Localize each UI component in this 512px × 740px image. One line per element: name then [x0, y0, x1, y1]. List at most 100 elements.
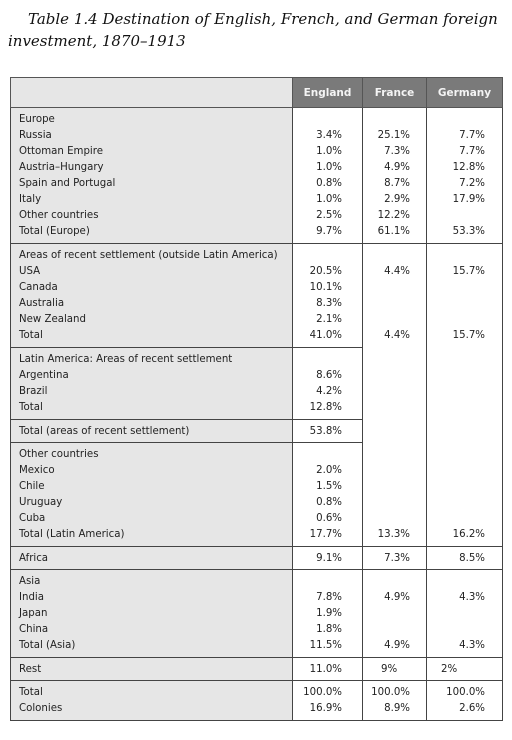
cell-england: 2.5%	[316, 210, 342, 221]
cell-france	[363, 495, 410, 511]
row-label: Spain and Portugal	[19, 178, 116, 189]
cell-germany: 15.7%	[452, 330, 485, 341]
cell-germany: 53.3%	[452, 226, 485, 237]
cell-germany	[427, 280, 485, 296]
cell-germany: 100.0%	[446, 687, 485, 698]
cell-france: 4.4%	[384, 266, 410, 277]
latam-other-labels: Other countries Mexico Chile Uruguay Cub…	[10, 442, 293, 547]
cell-england: 17.7%	[309, 529, 342, 540]
row-label: Canada	[19, 282, 58, 293]
cell-germany	[427, 312, 485, 328]
cell-germany	[427, 606, 485, 622]
row-label: Chile	[19, 481, 45, 492]
cell-england: 1.0%	[316, 162, 342, 173]
cell-germany: 15.7%	[452, 266, 485, 277]
cell-france: 7.3%	[384, 146, 410, 157]
cell-france: 4.9%	[384, 640, 410, 651]
cell-france	[363, 463, 410, 479]
latam-other-england: 2.0% 1.5% 0.8% 0.6% 17.7%	[292, 442, 363, 547]
row-rest: Rest 11.0% 9% 2%	[10, 657, 503, 681]
cell-france: 100.0%	[371, 687, 410, 698]
cell-england: 11.5%	[309, 640, 342, 651]
settlement-labels: Areas of recent settlement (outside Lati…	[10, 243, 293, 348]
row-label: Total	[19, 687, 43, 698]
row-label: Cuba	[19, 513, 46, 524]
group-recent-settlement: Areas of recent settlement (outside Lati…	[10, 243, 503, 348]
europe-labels: Europe Russia Ottoman Empire Austria–Hun…	[10, 107, 293, 244]
settlement-germany: 15.7% 15.7%	[426, 243, 503, 348]
settlement-france: 4.4% 4.4%	[362, 243, 427, 348]
cell-germany: 7.7%	[459, 146, 485, 157]
cell-france: 8.9%	[384, 703, 410, 714]
row-label: USA	[19, 266, 41, 277]
cell-england: 0.8%	[316, 497, 342, 508]
latam-other-france: 13.3%	[362, 442, 427, 547]
cell-germany	[427, 479, 485, 495]
row-label: Total (areas of recent settlement)	[10, 419, 293, 443]
row-label: Total	[19, 402, 43, 413]
cell-germany	[427, 208, 485, 224]
row-label: Africa	[10, 546, 293, 570]
cell-germany: 7.7%	[459, 130, 485, 141]
group-europe: Europe Russia Ottoman Empire Austria–Hun…	[10, 107, 503, 244]
cell-england: 1.9%	[316, 608, 342, 619]
cell-germany: 7.2%	[459, 178, 485, 189]
caption-line-2: investment, 1870–1913	[8, 32, 186, 50]
asia-france: 4.9% 4.9%	[362, 569, 427, 658]
cell-france: 2.9%	[384, 194, 410, 205]
cell-england: 0.8%	[316, 178, 342, 189]
row-label: Austria–Hungary	[19, 162, 104, 173]
cell-germany	[427, 495, 485, 511]
asia-england: 7.8% 1.9% 1.8% 11.5%	[292, 569, 363, 658]
totals-labels: Total Colonies	[10, 680, 293, 721]
cell-france: 13.3%	[377, 528, 410, 540]
cell-france: 25.1%	[377, 130, 410, 141]
group-latam-settlement: Latin America: Areas of recent settlemen…	[10, 347, 503, 420]
asia-heading: Asia	[19, 576, 41, 587]
cell-england: 1.8%	[316, 624, 342, 635]
cell-france: 9%	[362, 657, 427, 681]
latam-other-germany: 16.2%	[426, 442, 503, 547]
cell-france	[363, 280, 410, 296]
row-label: Russia	[19, 130, 52, 141]
row-label: Colonies	[19, 703, 63, 714]
row-label: Rest	[10, 657, 293, 681]
row-label: New Zealand	[19, 314, 86, 325]
cell-england: 100.0%	[303, 687, 342, 698]
row-total-recent-settlement: Total (areas of recent settlement) 53.8%	[10, 419, 503, 443]
cell-england: 0.6%	[316, 513, 342, 524]
cell-england: 20.5%	[309, 266, 342, 277]
group-asia: Asia India Japan China Total (Asia) 7.8%…	[10, 569, 503, 658]
totals-germany: 100.0% 2.6%	[426, 680, 503, 721]
header-label	[10, 77, 293, 108]
cell-france	[363, 312, 410, 328]
row-label: Ottoman Empire	[19, 146, 103, 157]
cell-england: 7.8%	[316, 592, 342, 603]
cell-england: 41.0%	[309, 330, 342, 341]
cell-england: 53.8%	[292, 419, 363, 443]
cell-england: 1.0%	[316, 194, 342, 205]
cell-france	[363, 296, 410, 312]
header-england: England	[292, 77, 363, 108]
row-label: Mexico	[19, 465, 55, 476]
cell-germany: 4.3%	[459, 640, 485, 651]
cell-germany: 17.9%	[452, 194, 485, 205]
investment-table: England France Germany Europe Russia Ott…	[10, 77, 503, 721]
row-label: Uruguay	[19, 497, 63, 508]
row-label: Italy	[19, 194, 42, 205]
header-france: France	[362, 77, 427, 108]
europe-germany: 7.7% 7.7% 12.8% 7.2% 17.9% 53.3%	[426, 107, 503, 244]
cell-france: 4.4%	[384, 330, 410, 341]
row-label: Total (Latin America)	[19, 529, 125, 540]
cell-england: 9.7%	[316, 226, 342, 237]
cell-france: 12.2%	[377, 210, 410, 221]
cell-england: 3.4%	[316, 130, 342, 141]
group-totals: Total Colonies 100.0% 16.9% 100.0% 8.9% …	[10, 680, 503, 721]
latam-settlement-england: 8.6% 4.2% 12.8%	[292, 347, 363, 420]
latam-settlement-labels: Latin America: Areas of recent settlemen…	[10, 347, 293, 420]
header-row: England France Germany	[10, 77, 503, 108]
cell-france	[362, 419, 427, 443]
cell-france: 61.1%	[377, 226, 410, 237]
row-africa: Africa 9.1% 7.3% 8.5%	[10, 546, 503, 570]
cell-england: 10.1%	[309, 282, 342, 293]
